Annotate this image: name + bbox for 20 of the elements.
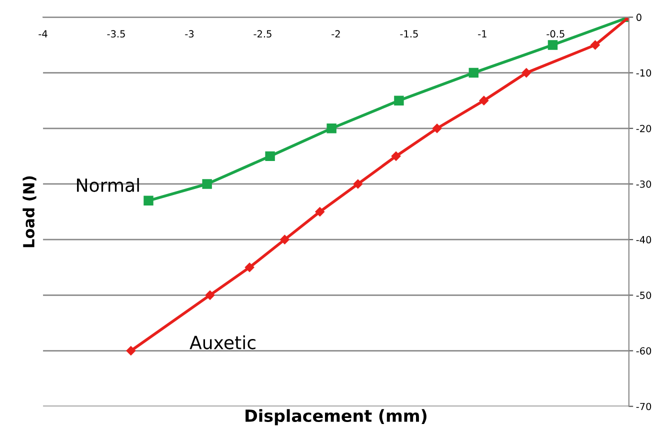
series-label: Auxetic [190, 335, 256, 350]
y-tick-label: -20 [636, 124, 652, 132]
y-tick-label: -60 [636, 347, 652, 355]
x-tick-label: -2.5 [254, 30, 272, 38]
y-tick-label: 0 [636, 14, 642, 22]
series-label: Normal [77, 178, 139, 192]
y-tick-label: -30 [636, 180, 652, 188]
x-tick-label: -4 [38, 30, 48, 38]
y-tick-label: -70 [636, 402, 652, 410]
x-tick-label: -1.5 [400, 30, 418, 38]
x-tick-label: -3.5 [107, 30, 125, 38]
x-axis-title: Displacement (mm) [246, 409, 426, 426]
x-tick-label: -0.5 [546, 30, 564, 38]
y-tick-label: -10 [636, 69, 652, 77]
x-tick-label: -1 [478, 30, 486, 38]
y-tick-label: -40 [636, 236, 652, 244]
y-axis-title: Load (N) [22, 176, 36, 248]
x-tick-label: -2 [332, 30, 340, 38]
x-tick-label: -3 [185, 30, 194, 38]
y-tick-label: -50 [636, 292, 652, 299]
